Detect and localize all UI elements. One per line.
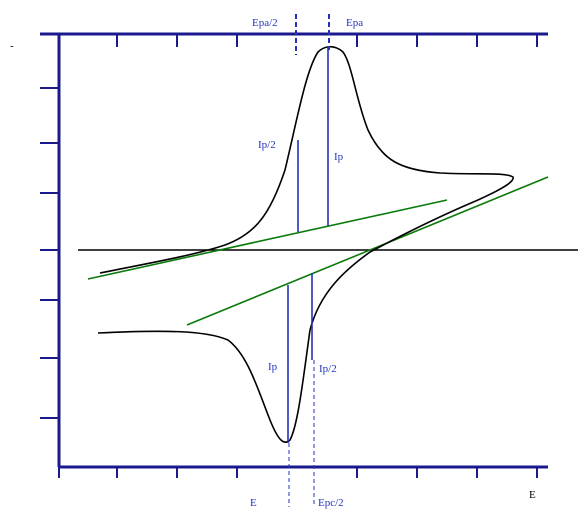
ipa-half-label: Ip/2 [258,139,276,151]
x-axis-top-ticks [116,34,538,47]
epc-label: E [250,497,257,509]
ipa-label: Ip [334,151,344,163]
epc-half-label: Epc/2 [318,497,344,509]
epa-label: Epa [346,17,363,29]
y-axis-ticks [40,87,59,419]
anodic-baseline [87,199,448,280]
ipc-label: Ip [268,361,278,373]
x-axis-label: E [529,489,536,501]
x-axis-bottom-ticks [58,467,538,478]
y-axis-label: - [10,40,14,52]
epa-half-label: Epa/2 [252,17,278,29]
voltammogram-curve [97,45,514,443]
ipc-half-label: Ip/2 [319,363,337,375]
cathodic-baseline [186,176,549,326]
